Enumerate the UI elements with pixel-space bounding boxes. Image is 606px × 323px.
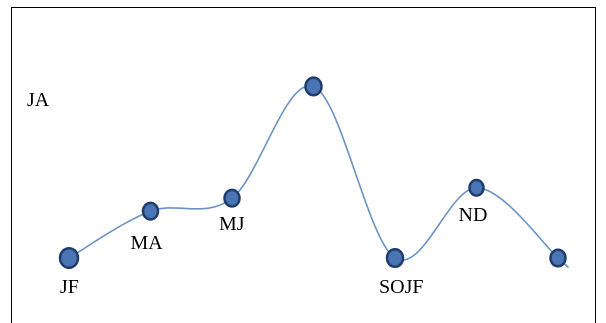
point-label: MJ <box>219 213 245 235</box>
data-point-marker <box>58 246 80 270</box>
data-markers <box>58 76 567 270</box>
chart-frame <box>11 7 596 323</box>
annotation-label: JA <box>27 89 50 111</box>
data-point-marker <box>468 178 485 197</box>
point-label: SOJF <box>379 276 423 298</box>
point-label: ND <box>459 204 488 226</box>
point-label: MA <box>131 232 164 254</box>
data-point-marker <box>549 248 567 268</box>
point-labels: JF MA MJ SOJF ND <box>60 204 487 298</box>
data-point-marker <box>223 188 241 208</box>
data-point-marker <box>141 201 160 221</box>
point-label: JF <box>60 276 79 298</box>
data-point-marker <box>385 247 405 269</box>
data-point-marker <box>304 76 323 97</box>
